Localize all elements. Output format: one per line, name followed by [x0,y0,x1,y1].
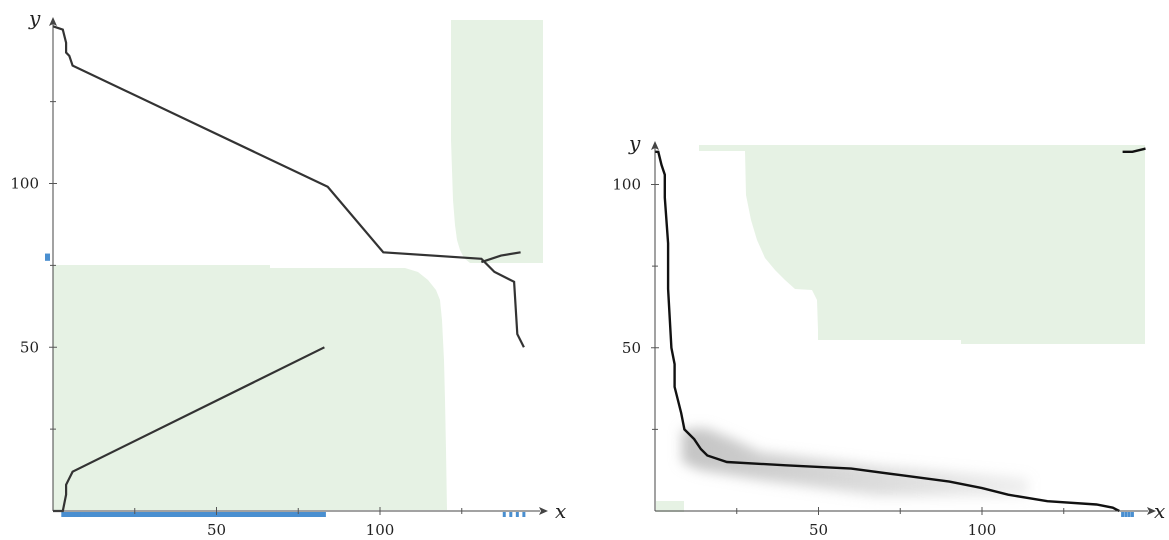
left-chart: 50 100 50 100 x y [10,6,566,539]
right-region-upper [699,145,1145,344]
left-x-tick-label: 100 [366,521,395,539]
left-x-marker [84,512,88,517]
left-y-tick-label: 100 [10,175,39,193]
right-x-axis-arrow [1147,507,1156,515]
left-series-2-line [481,251,521,264]
left-region-lower-left [53,265,447,510]
right-ticks: 50 100 50 100 [612,176,1065,539]
right-y-tick-label: 100 [612,176,641,194]
right-y-tick-label: 50 [622,339,641,357]
left-x-marker [522,512,526,517]
left-x-marker-strip [62,512,325,517]
right-regions [656,145,1145,512]
left-y-marker [45,256,50,261]
right-x-tick-label: 50 [809,521,828,539]
left-x-marker [247,512,251,517]
right-series-0-line [655,150,1120,513]
right-chart: 50 100 50 100 x y [612,131,1165,539]
right-curve-shadow [682,428,1028,496]
left-x-marker [509,512,513,517]
left-x-marker [515,512,519,517]
left-x-marker [182,512,186,517]
left-x-marker [116,512,120,517]
left-ticks: 50 100 50 100 [10,101,463,539]
left-x-marker [502,512,506,517]
left-x-axis-arrow [539,507,548,515]
left-regions [53,20,543,510]
left-x-marker [61,512,65,517]
left-series-0-line [52,25,525,348]
left-x-marker [280,512,284,517]
left-region-upper-right [451,20,543,263]
right-region-corner [656,501,684,512]
right-markers [1121,512,1134,517]
left-x-marker [77,512,81,517]
left-x-marker [80,512,84,517]
left-x-axis-title: x [555,499,566,523]
right-x-marker [1124,512,1128,517]
right-x-tick-label: 100 [968,521,997,539]
left-x-tick-label: 50 [207,521,226,539]
left-y-tick-label: 50 [20,338,39,356]
right-x-marker [1127,512,1131,517]
left-x-marker [64,512,68,517]
left-x-marker [67,512,71,517]
right-series-1-line [1122,147,1146,153]
left-y-axis-title: y [28,6,41,30]
right-y-axis-title: y [628,131,641,155]
right-x-axis-title: x [1154,499,1165,523]
left-x-marker [313,512,317,517]
right-x-marker [1121,512,1125,517]
left-y-axis-arrow [49,17,57,26]
right-y-axis-arrow [651,141,659,150]
right-curves [655,147,1146,513]
left-y-marker [45,253,50,258]
left-x-marker [71,512,75,517]
right-x-marker [1130,512,1134,517]
left-x-marker [149,512,153,517]
left-x-marker [74,512,78,517]
left-x-marker [322,512,326,517]
